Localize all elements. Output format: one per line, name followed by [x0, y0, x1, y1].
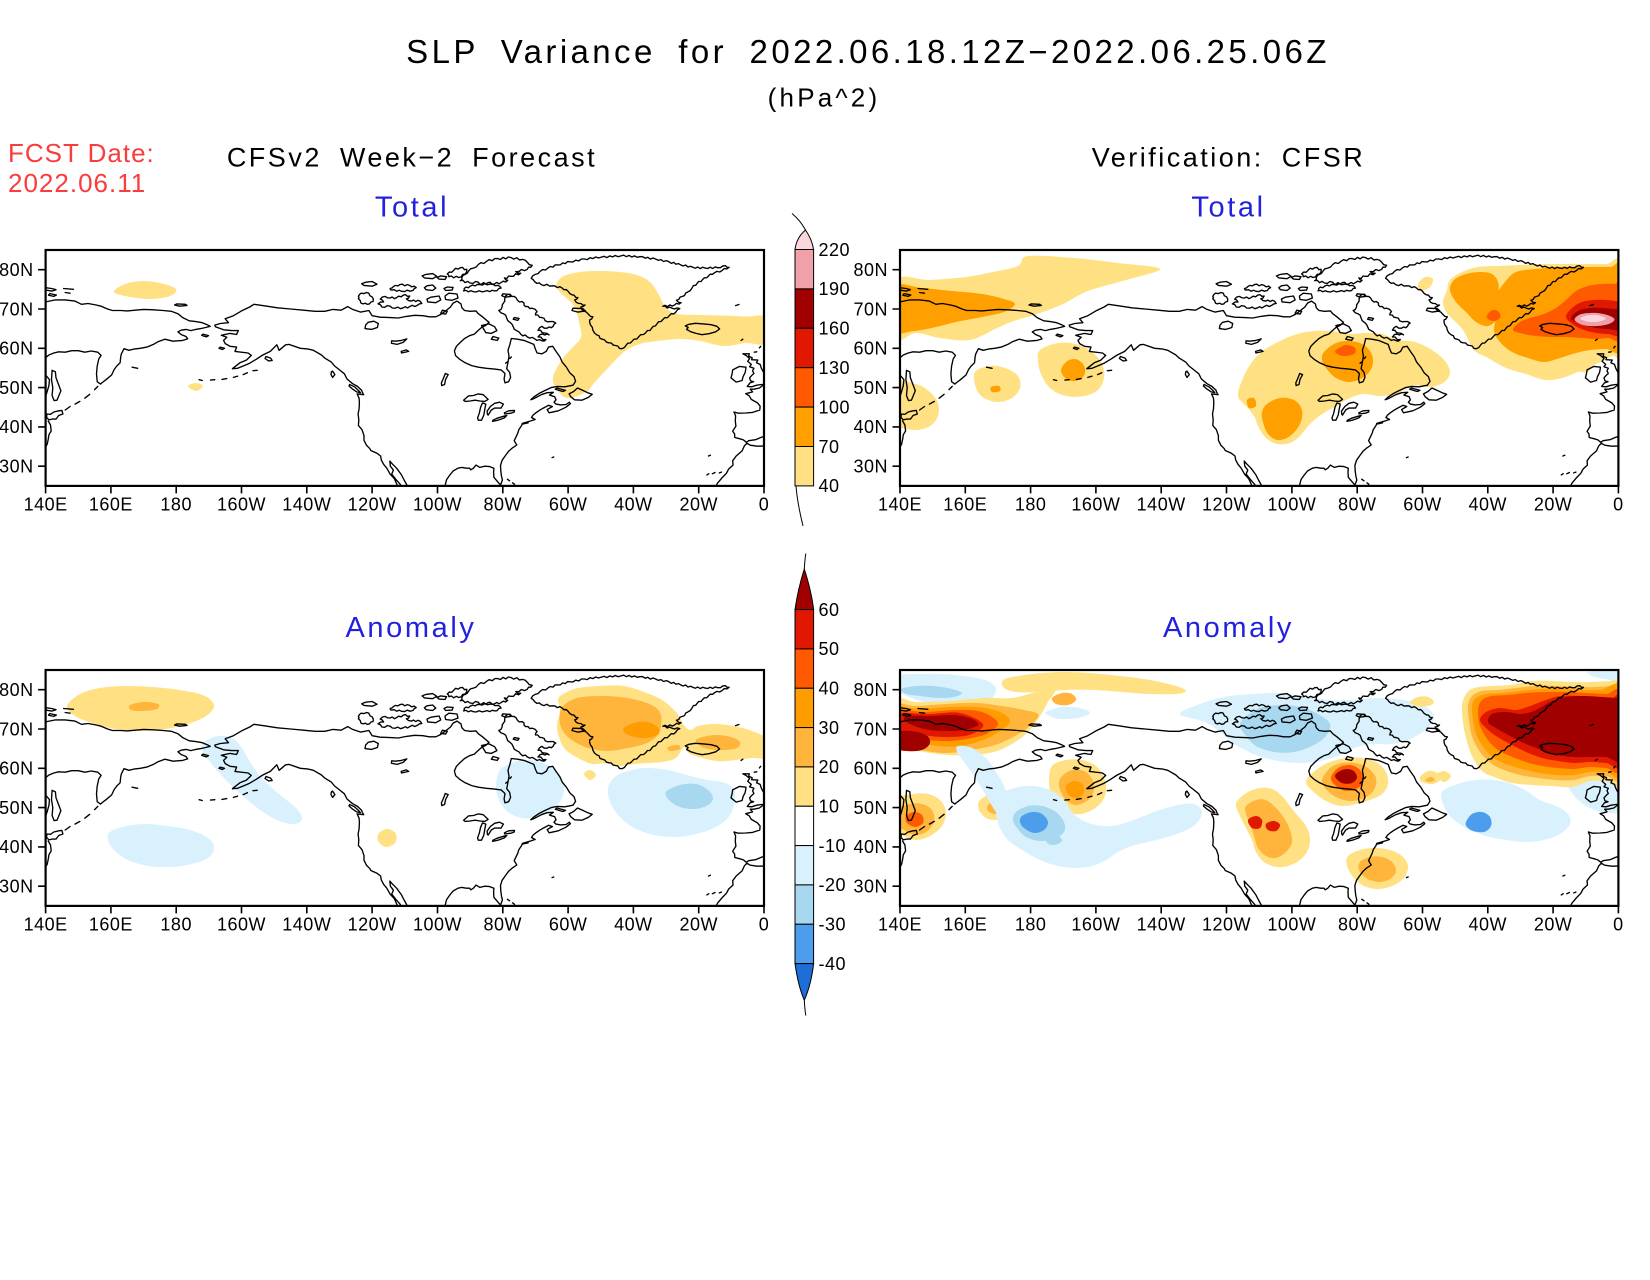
- svg-text:40N: 40N: [853, 837, 888, 857]
- svg-text:160W: 160W: [217, 914, 266, 934]
- svg-text:80W: 80W: [484, 494, 523, 514]
- svg-text:0: 0: [1613, 914, 1624, 934]
- svg-text:120W: 120W: [1202, 494, 1251, 514]
- svg-text:160: 160: [819, 319, 851, 339]
- svg-text:140W: 140W: [282, 914, 331, 934]
- svg-text:160E: 160E: [943, 494, 987, 514]
- svg-text:10: 10: [819, 797, 840, 817]
- svg-text:30: 30: [819, 718, 840, 738]
- svg-text:160E: 160E: [943, 914, 987, 934]
- svg-text:100W: 100W: [413, 914, 462, 934]
- svg-text:80W: 80W: [1338, 494, 1377, 514]
- svg-text:Anomaly: Anomaly: [345, 612, 476, 644]
- svg-text:180: 180: [1015, 494, 1047, 514]
- svg-text:70N: 70N: [0, 719, 34, 739]
- svg-text:80N: 80N: [853, 680, 888, 700]
- svg-text:60N: 60N: [0, 339, 34, 359]
- svg-text:40W: 40W: [614, 914, 653, 934]
- svg-text:100W: 100W: [1267, 914, 1316, 934]
- svg-text:80N: 80N: [0, 680, 34, 700]
- svg-text:70N: 70N: [853, 719, 888, 739]
- svg-text:40N: 40N: [853, 417, 888, 437]
- svg-text:40W: 40W: [614, 494, 653, 514]
- svg-text:100W: 100W: [1267, 494, 1316, 514]
- svg-text:Total: Total: [1191, 192, 1265, 224]
- svg-text:50N: 50N: [0, 378, 34, 398]
- svg-text:160W: 160W: [1071, 914, 1120, 934]
- svg-text:-30: -30: [819, 915, 847, 935]
- svg-text:-20: -20: [819, 875, 847, 895]
- svg-text:50N: 50N: [0, 798, 34, 818]
- svg-text:220: 220: [819, 240, 851, 260]
- svg-text:80W: 80W: [1338, 914, 1377, 934]
- svg-text:40W: 40W: [1469, 494, 1508, 514]
- svg-text:40N: 40N: [0, 417, 34, 437]
- svg-text:160E: 160E: [89, 914, 133, 934]
- svg-text:30N: 30N: [0, 457, 34, 477]
- svg-text:120W: 120W: [1202, 914, 1251, 934]
- svg-text:20: 20: [819, 757, 840, 777]
- svg-text:SLP Variance for 2022.06.18.12: SLP Variance for 2022.06.18.12Z−2022.06.…: [406, 33, 1330, 70]
- svg-text:140E: 140E: [878, 494, 922, 514]
- svg-text:80N: 80N: [0, 260, 34, 280]
- svg-text:140E: 140E: [878, 914, 922, 934]
- svg-text:50N: 50N: [853, 378, 888, 398]
- svg-text:40: 40: [819, 679, 840, 699]
- svg-text:60W: 60W: [1403, 494, 1442, 514]
- svg-text:140W: 140W: [1137, 914, 1186, 934]
- svg-text:140E: 140E: [24, 494, 68, 514]
- svg-text:Anomaly: Anomaly: [1163, 612, 1294, 644]
- svg-text:30N: 30N: [853, 877, 888, 897]
- svg-text:120W: 120W: [348, 914, 397, 934]
- svg-text:40W: 40W: [1469, 914, 1508, 934]
- svg-text:20W: 20W: [1534, 914, 1573, 934]
- svg-text:140W: 140W: [282, 494, 331, 514]
- svg-text:60W: 60W: [549, 494, 588, 514]
- svg-text:40: 40: [819, 476, 840, 496]
- svg-text:CFSv2 Week−2 Forecast: CFSv2 Week−2 Forecast: [227, 143, 597, 173]
- svg-text:30N: 30N: [853, 457, 888, 477]
- svg-text:Total: Total: [375, 192, 449, 224]
- svg-text:160W: 160W: [1071, 494, 1120, 514]
- svg-text:0: 0: [1613, 494, 1624, 514]
- svg-text:0: 0: [759, 494, 770, 514]
- svg-text:-40: -40: [819, 954, 847, 974]
- svg-text:70: 70: [819, 437, 840, 457]
- svg-text:20W: 20W: [679, 914, 718, 934]
- svg-text:20W: 20W: [679, 494, 718, 514]
- svg-text:60N: 60N: [853, 339, 888, 359]
- svg-text:60W: 60W: [549, 914, 588, 934]
- svg-text:80W: 80W: [484, 914, 523, 934]
- svg-text:2022.06.11: 2022.06.11: [8, 168, 146, 198]
- svg-text:(hPa^2): (hPa^2): [768, 83, 881, 113]
- svg-text:190: 190: [819, 279, 851, 299]
- svg-text:140W: 140W: [1137, 494, 1186, 514]
- svg-text:50: 50: [819, 639, 840, 659]
- svg-text:Verification: CFSR: Verification: CFSR: [1092, 143, 1366, 173]
- svg-text:130: 130: [819, 358, 851, 378]
- svg-text:160W: 160W: [217, 494, 266, 514]
- svg-text:80N: 80N: [853, 260, 888, 280]
- svg-text:40N: 40N: [0, 837, 34, 857]
- svg-text:100: 100: [819, 397, 851, 417]
- svg-text:30N: 30N: [0, 877, 34, 897]
- svg-text:70N: 70N: [853, 299, 888, 319]
- svg-text:-10: -10: [819, 836, 847, 856]
- svg-text:50N: 50N: [853, 798, 888, 818]
- svg-text:180: 180: [160, 914, 192, 934]
- svg-text:60N: 60N: [853, 759, 888, 779]
- svg-text:160E: 160E: [89, 494, 133, 514]
- svg-text:180: 180: [160, 494, 192, 514]
- svg-text:180: 180: [1015, 914, 1047, 934]
- svg-text:100W: 100W: [413, 494, 462, 514]
- svg-text:0: 0: [759, 914, 770, 934]
- svg-text:60W: 60W: [1403, 914, 1442, 934]
- svg-text:20W: 20W: [1534, 494, 1573, 514]
- svg-text:120W: 120W: [348, 494, 397, 514]
- svg-text:70N: 70N: [0, 299, 34, 319]
- svg-text:FCST Date:: FCST Date:: [8, 138, 155, 168]
- svg-text:60: 60: [819, 600, 840, 620]
- svg-text:140E: 140E: [24, 914, 68, 934]
- svg-text:60N: 60N: [0, 759, 34, 779]
